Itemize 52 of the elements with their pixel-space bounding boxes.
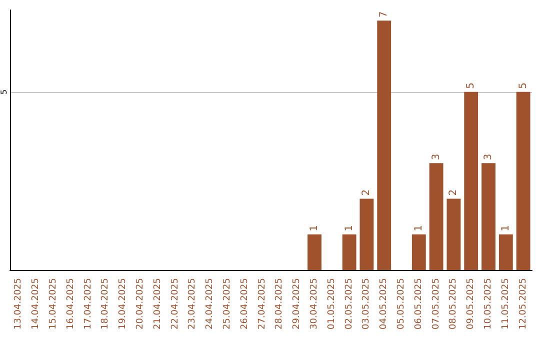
data-label: 5 (518, 82, 529, 89)
bar (498, 234, 513, 270)
x-tick-label: 21.04.2025 (152, 278, 163, 330)
x-tick-label: 11.05.2025 (500, 278, 511, 330)
bar (308, 234, 322, 270)
x-tick-label: 25.04.2025 (222, 278, 232, 330)
x-tick-label: 01.05.2025 (326, 278, 337, 330)
x-tick-label: 16.04.2025 (66, 278, 76, 330)
data-label: 2 (448, 189, 460, 196)
x-tick-label: 28.04.2025 (274, 278, 285, 330)
data-label: 1 (500, 225, 512, 232)
bar (377, 20, 392, 270)
x-tick-label: 02.05.2025 (344, 278, 354, 330)
data-label: 1 (344, 225, 355, 232)
x-tick-label: 29.04.2025 (292, 278, 302, 330)
bar (429, 163, 444, 270)
x-tick-label: 30.04.2025 (310, 278, 320, 330)
bar (482, 163, 496, 270)
x-tick-label: 03.05.2025 (362, 278, 372, 330)
x-tick-label: 08.05.2025 (448, 278, 459, 330)
bar (412, 234, 426, 270)
x-tick-label: 14.04.2025 (31, 278, 42, 330)
x-tick-label: 22.04.2025 (170, 278, 180, 330)
x-tick-label: 19.04.2025 (118, 278, 128, 330)
data-label: 3 (483, 154, 494, 160)
data-label: 3 (430, 154, 442, 160)
x-tick-label: 18.04.2025 (100, 278, 111, 330)
x-tick-label: 24.04.2025 (205, 278, 216, 330)
x-tick-label: 26.04.2025 (240, 278, 250, 330)
x-tick-label: 10.05.2025 (484, 278, 494, 330)
data-label: 1 (309, 225, 320, 232)
bar (464, 92, 478, 270)
data-label: 5 (466, 82, 477, 89)
x-tick-label: 12.05.2025 (518, 278, 528, 330)
x-tick-label: 05.05.2025 (396, 278, 406, 330)
x-tick-label: 04.05.2025 (379, 278, 390, 330)
x-tick-label: 09.05.2025 (466, 278, 476, 330)
bar (516, 92, 530, 270)
bar (360, 198, 374, 270)
x-tick-label: 13.04.2025 (14, 278, 24, 330)
bar (342, 234, 356, 270)
data-label: 2 (361, 189, 372, 196)
x-tick-label: 17.04.2025 (83, 278, 94, 330)
x-tick-label: 23.04.2025 (188, 278, 198, 330)
x-tick-label: 27.04.2025 (257, 278, 268, 330)
x-tick-label: 06.05.2025 (414, 278, 424, 330)
x-tick-label: 20.04.2025 (136, 278, 146, 330)
data-label: 1 (413, 225, 424, 232)
x-tick-label: 07.05.2025 (431, 278, 442, 330)
bar (446, 198, 461, 270)
data-label: 7 (378, 11, 390, 18)
x-tick-label: 15.04.2025 (48, 278, 58, 330)
